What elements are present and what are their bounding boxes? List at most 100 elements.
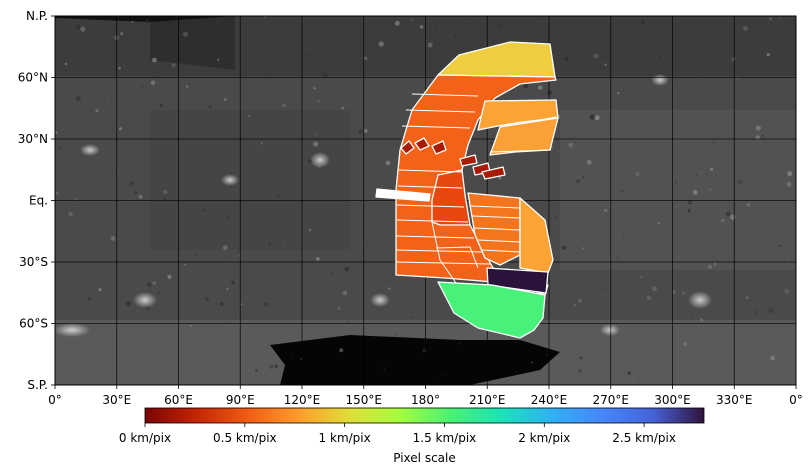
crater-dot	[700, 318, 703, 322]
crater-dot	[582, 176, 585, 179]
crater-dot	[270, 72, 273, 75]
crater-dot	[317, 163, 322, 167]
coverage-green-south	[437, 281, 546, 339]
crater-dot	[239, 162, 243, 166]
crater-dot	[743, 26, 748, 31]
crater-dot	[363, 56, 368, 61]
crater-dot	[254, 368, 258, 372]
crater-dot	[118, 127, 122, 131]
crater-dot	[716, 225, 719, 227]
crater-dot	[313, 87, 316, 90]
crater-dot	[755, 135, 760, 140]
crater-dot	[707, 264, 713, 269]
crater-dot	[75, 24, 81, 30]
x-tick-label: 210°E	[469, 393, 506, 407]
crater-dot	[315, 133, 318, 136]
colorbar: 0 km/pix 0.5 km/pix 1 km/pix 1.5 km/pix 2 km…	[119, 407, 705, 465]
x-tick-label: 300°E	[654, 393, 691, 407]
crater-dot	[658, 55, 662, 59]
crater-dot	[323, 242, 325, 244]
y-tick-label: 60°S	[19, 317, 48, 331]
crater-dot	[725, 211, 731, 217]
crater-dot	[185, 85, 189, 88]
crater-dot	[182, 31, 189, 38]
crater-dot	[411, 316, 414, 319]
crater-dot	[68, 211, 73, 217]
crater-dot	[163, 136, 165, 139]
crater-dot	[106, 97, 109, 99]
crater-dot	[769, 17, 772, 21]
crater-dot	[427, 42, 433, 48]
crater-dot	[205, 244, 207, 246]
crater-dot	[746, 203, 751, 207]
crater-dot	[157, 292, 160, 295]
crater-dot	[419, 34, 423, 37]
crater-dot	[163, 197, 166, 201]
crater-dot	[163, 189, 168, 194]
colorbar-label: Pixel scale	[393, 451, 456, 465]
crater-dot	[616, 256, 619, 258]
x-tick-label: 0°	[789, 393, 803, 407]
crater-dot	[788, 258, 790, 260]
crater-dot	[58, 146, 62, 151]
crater-dot	[498, 176, 502, 180]
crater-dot	[333, 69, 337, 73]
coverage-polygons	[375, 41, 559, 339]
crater-dot	[604, 63, 607, 66]
crater-dot	[222, 245, 228, 251]
crater-dot	[306, 272, 308, 274]
x-tick-label: 0°	[48, 393, 62, 407]
crater-dot	[131, 20, 134, 23]
crater-dot	[674, 180, 678, 184]
x-tick-label: 150°E	[346, 393, 383, 407]
crater-dot	[754, 310, 758, 314]
crater-dot	[794, 20, 796, 22]
crater-dot	[531, 361, 533, 364]
crater-dot	[617, 91, 620, 95]
crater-dot	[339, 348, 344, 353]
crater-dot	[453, 33, 457, 37]
crater-dot	[226, 216, 229, 220]
crater-dot	[546, 354, 548, 356]
x-tick-label: 120°E	[284, 393, 321, 407]
crater-dot	[555, 215, 558, 218]
crater-dot	[124, 64, 126, 66]
y-axis: N.P. 60°N 30°N Eq. 30°S 60°S S.P.	[18, 9, 55, 392]
crater-dot	[604, 208, 608, 213]
crater-dot	[329, 210, 332, 213]
crater-dot	[171, 62, 177, 68]
crater-dot	[55, 131, 58, 134]
crater-dot	[175, 16, 179, 19]
crater-dot	[313, 141, 319, 147]
y-tick-label: 60°N	[18, 71, 48, 85]
crater-dot	[238, 193, 240, 195]
crater-dot	[202, 209, 205, 212]
x-tick-label: 60°E	[164, 393, 193, 407]
crater-dot	[578, 232, 581, 234]
crater-dot	[255, 233, 257, 235]
y-tick-label: 30°S	[19, 255, 48, 269]
y-tick-label: 30°N	[18, 132, 48, 146]
crater-dot	[657, 222, 660, 225]
x-axis: 0° 30°E 60°E 90°E 120°E 150°E 180° 210°E 240°E 27…	[48, 385, 803, 407]
crater-dot	[635, 172, 640, 177]
crater-dot	[157, 75, 160, 78]
crater-dot	[578, 19, 581, 23]
crater-dot	[576, 179, 581, 184]
crater-dot	[228, 263, 231, 265]
colorbar-tick-label: 0 km/pix	[119, 431, 171, 445]
crater-dot	[194, 254, 197, 257]
crater-dot	[639, 276, 642, 279]
crater-dot	[592, 166, 595, 169]
crater-dot	[604, 289, 607, 292]
crater-dot	[276, 195, 280, 198]
crater-dot	[573, 303, 576, 306]
colorbar-tick-label: 0.5 km/pix	[213, 431, 277, 445]
crater-dot	[120, 32, 124, 35]
crater-dot	[555, 358, 558, 360]
crater-dot	[55, 191, 59, 195]
crater-dot	[316, 257, 320, 261]
coverage-darkred-4	[459, 154, 478, 167]
crater-dot	[290, 353, 293, 355]
crater-dot	[366, 244, 369, 247]
